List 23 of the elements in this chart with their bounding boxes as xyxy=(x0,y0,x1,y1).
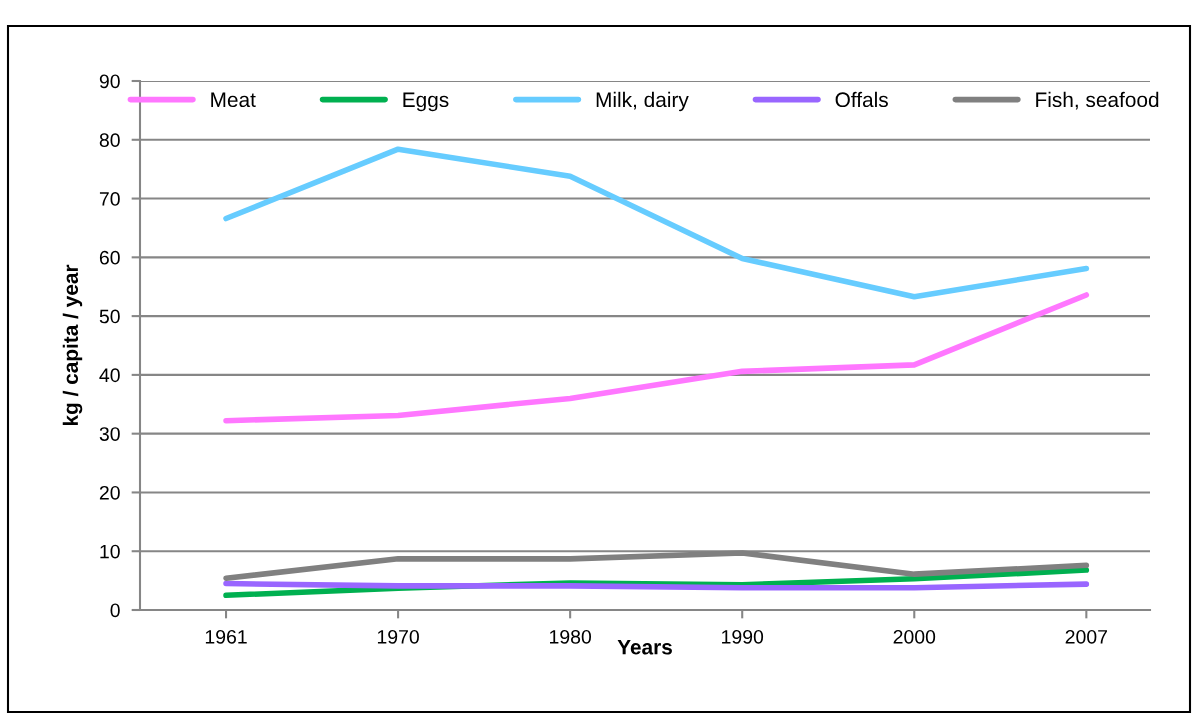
y-tick-label: 30 xyxy=(99,427,120,441)
y-axis-title: kg / capita / year xyxy=(62,264,83,426)
y-tick-label: 40 xyxy=(99,368,120,383)
x-tick-label: 1980 xyxy=(550,629,592,644)
x-tick-label: 2007 xyxy=(1065,629,1107,644)
y-tick-label: 90 xyxy=(99,74,120,89)
y-tick-label: 10 xyxy=(100,544,120,559)
legend-label: Milk, dairy xyxy=(596,91,689,112)
legend-label: Fish, seafood xyxy=(1036,91,1159,110)
legend-label: Meat xyxy=(211,92,256,108)
y-tick-label: 0 xyxy=(110,603,120,618)
y-tick-label: 50 xyxy=(99,309,120,324)
x-tick-label: 1970 xyxy=(377,629,419,644)
x-tick-label: 2000 xyxy=(893,629,936,644)
y-tick-label: 80 xyxy=(99,133,120,148)
x-tick-label: 1990 xyxy=(722,629,764,644)
y-tick-label: 20 xyxy=(99,485,120,500)
y-tick-label: 60 xyxy=(99,250,120,265)
x-axis-title: Years xyxy=(617,640,672,655)
legend-label: Offals xyxy=(835,91,888,108)
legend-label: Eggs xyxy=(403,92,449,112)
x-tick-label: 1961 xyxy=(205,629,247,644)
y-tick-label: 70 xyxy=(99,192,120,206)
